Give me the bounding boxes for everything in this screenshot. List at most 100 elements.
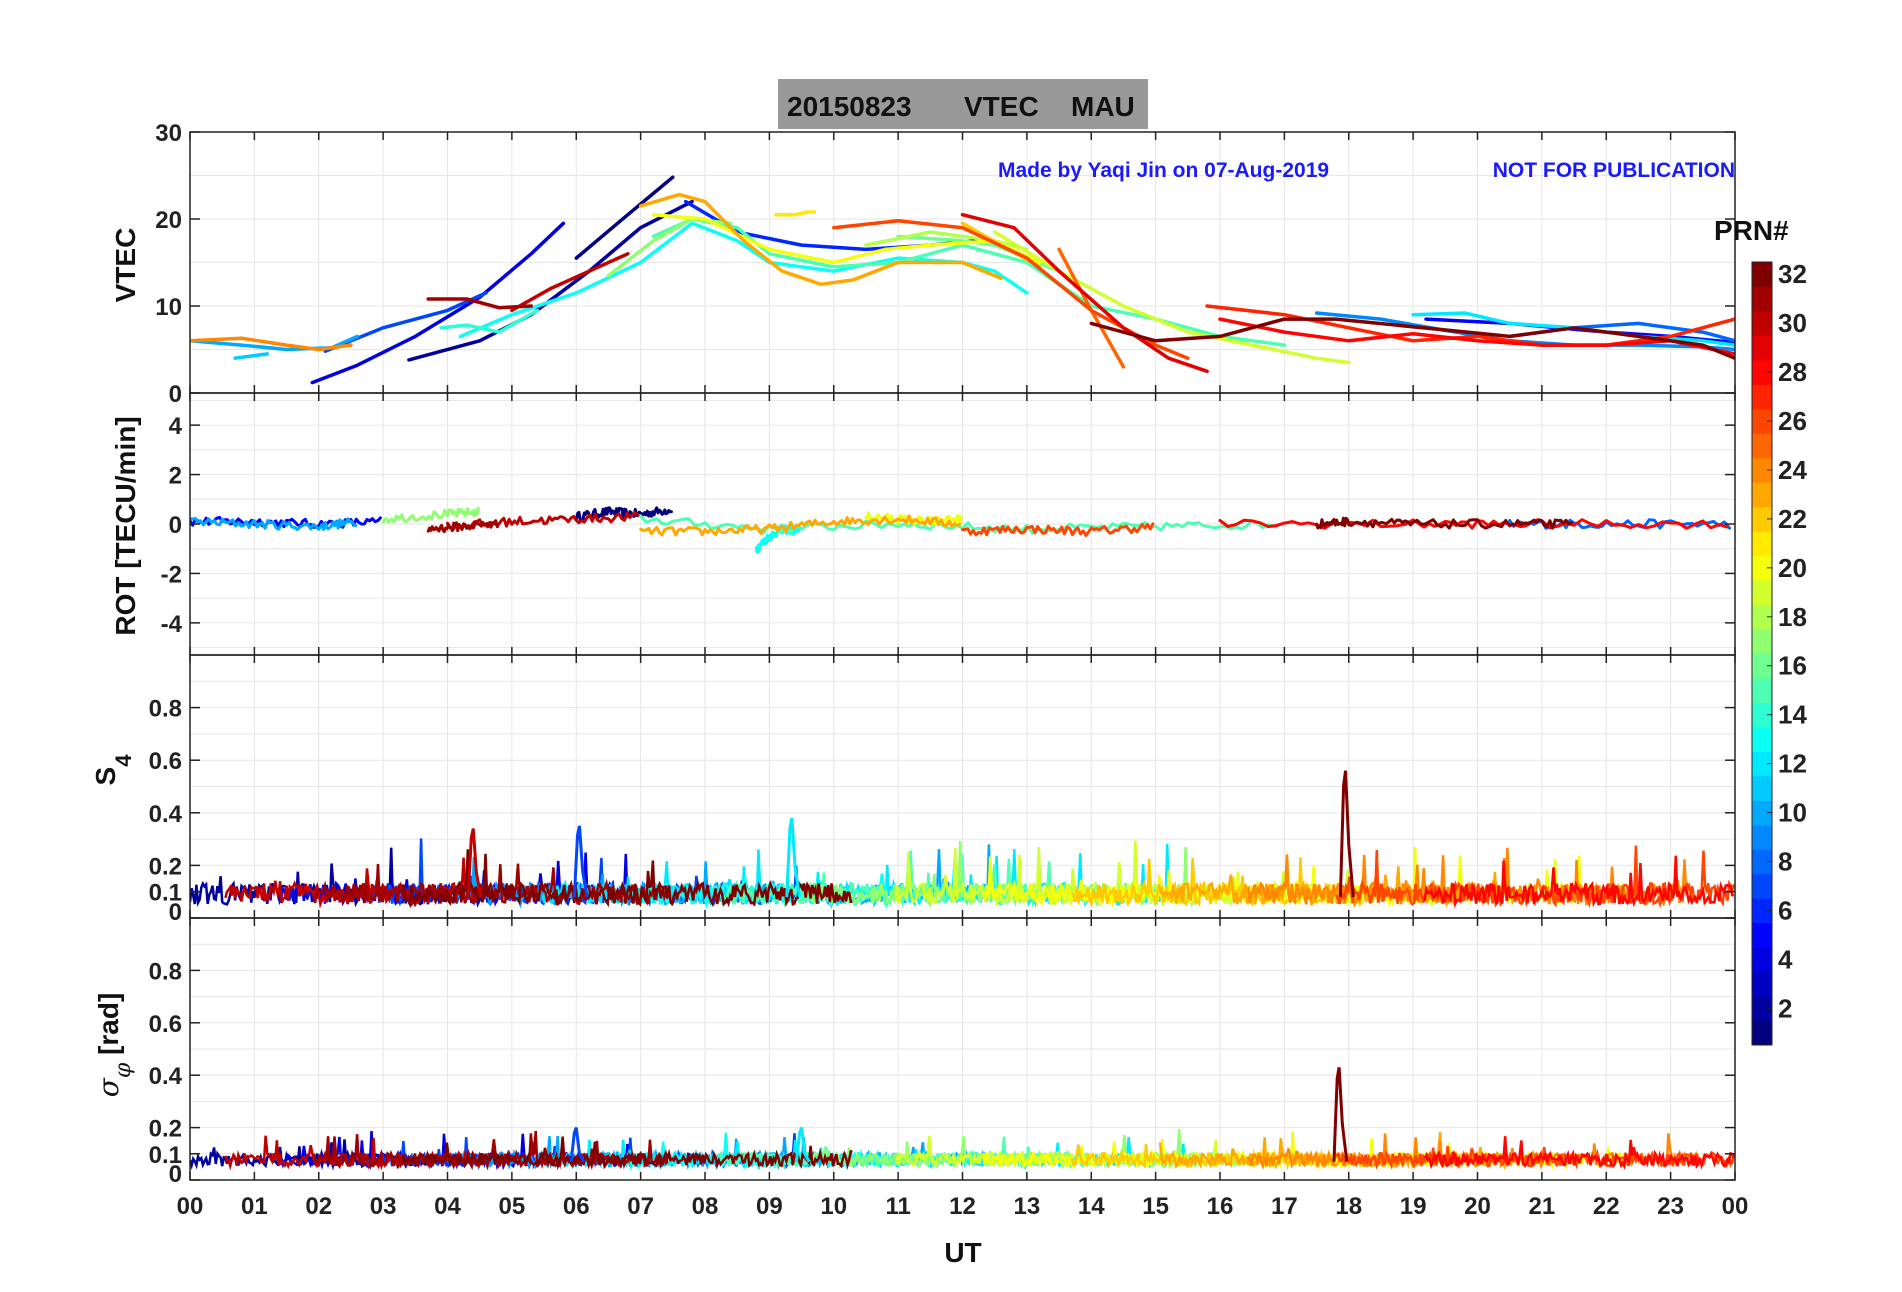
colorbar-tick-label: 22	[1778, 504, 1807, 534]
y-tick-label: 0.6	[149, 1011, 182, 1038]
y-tick-label: 20	[155, 207, 182, 234]
y-tick-label: 0.1	[149, 1142, 182, 1169]
data-series-group	[190, 175, 1735, 385]
y-tick-label: 0	[169, 512, 182, 539]
x-tick-label: 09	[756, 1193, 783, 1220]
series-line-prn-11	[233, 352, 270, 360]
colorbar-segment	[1752, 702, 1772, 728]
colorbar-segment	[1752, 359, 1772, 385]
title-param: VTEC	[964, 91, 1039, 122]
publication-notice: NOT FOR PUBLICATION	[1493, 159, 1735, 182]
peak-prn-32	[1338, 770, 1355, 898]
colorbar-segment	[1752, 580, 1772, 606]
colorbar-segment	[1752, 433, 1772, 459]
y-tick-label: -2	[161, 561, 182, 588]
noise-trace-prn-28	[1423, 1136, 1735, 1171]
series-line-prn-26	[832, 218, 1190, 360]
colorbar-segment	[1752, 873, 1772, 899]
peak-prn-7	[569, 1127, 586, 1163]
colorbar-segment	[1752, 286, 1772, 312]
y-tick-label: 0.1	[149, 880, 182, 907]
noise-trace-prn-32	[400, 849, 853, 909]
y-tick-label: 0.6	[149, 748, 182, 775]
series-line-prn-15	[639, 514, 1281, 535]
colorbar-tick-label: 24	[1778, 455, 1807, 485]
series-line-prn-29	[960, 212, 1209, 374]
colorbar-segment	[1752, 996, 1772, 1022]
series-line-prn-18	[864, 230, 1029, 252]
colorbar-tick-label: 18	[1778, 602, 1807, 632]
y-tick-label: 2	[169, 463, 182, 490]
colorbar-frame	[1751, 261, 1773, 1046]
x-tick-label: 11	[885, 1193, 910, 1220]
sigma-ylabel-phi: φ	[111, 1062, 136, 1078]
colorbar-tick-label: 2	[1778, 993, 1792, 1023]
series-line-prn-30	[446, 511, 640, 532]
colorbar-tick-label: 12	[1778, 749, 1807, 779]
noise-trace-prn-22	[1070, 857, 1331, 909]
colorbar-tick-label: 20	[1778, 553, 1807, 583]
x-tick-label: 08	[692, 1193, 719, 1220]
colorbar-segment	[1752, 262, 1772, 287]
series-line-prn-21	[774, 210, 817, 217]
colorbar-segment	[1752, 310, 1772, 336]
colorbar-segment	[1752, 629, 1772, 654]
x-tick-label: 18	[1335, 1193, 1362, 1220]
x-tick-label: 07	[627, 1193, 654, 1220]
y-tick-label: 0.4	[149, 801, 183, 828]
colorbar-segment	[1752, 335, 1772, 361]
data-series-group	[190, 1067, 1735, 1171]
colorbar-segment	[1752, 506, 1772, 532]
colorbar-tick-label: 4	[1778, 944, 1793, 974]
series-line-prn-1	[574, 506, 673, 522]
x-tick-label: 04	[434, 1193, 461, 1220]
colorbar-segment	[1752, 849, 1772, 875]
colorbar-segment	[1752, 384, 1772, 410]
series-line-prn-23	[639, 514, 962, 537]
colorbar-segment	[1752, 824, 1772, 850]
series-line-prn-10	[190, 516, 358, 532]
credit-text: Made by Yaqi Jin on 07-Aug-2019	[998, 159, 1329, 182]
colorbar-segment	[1752, 408, 1772, 434]
sigma-phi-ylabel: σφ [rad]	[92, 993, 136, 1098]
x-tick-label: 03	[370, 1193, 397, 1220]
x-tick-label: 19	[1400, 1193, 1427, 1220]
colorbar-segment	[1752, 604, 1772, 630]
colorbar-tick-label: 8	[1778, 846, 1792, 876]
x-tick-label: 00	[177, 1193, 204, 1220]
x-tick-labels: 00 01 02 03 04 05 06 07 08 09 10 11 12 13 14 15 16 17 18 19…	[177, 1193, 1749, 1220]
x-tick-label: 02	[305, 1193, 332, 1220]
colorbar-segment	[1752, 947, 1772, 973]
y-tick-label: 0.2	[149, 1116, 182, 1143]
x-tick-label: 16	[1207, 1193, 1234, 1220]
peak-prn-12	[785, 817, 802, 898]
y-tick-label: 0	[169, 381, 182, 408]
series-line-prn-24	[190, 336, 353, 352]
colorbar-segment	[1752, 751, 1772, 777]
x-tick-label: 00	[1722, 1193, 1749, 1220]
peak-prn-30	[466, 828, 483, 898]
colorbar-segment	[1752, 677, 1772, 703]
x-tick-label: 20	[1464, 1193, 1491, 1220]
x-tick-label: 23	[1657, 1193, 1684, 1220]
x-tick-label: 17	[1271, 1193, 1298, 1220]
colorbar-segment	[1752, 922, 1772, 948]
title-date: 20150823	[787, 91, 912, 122]
series-line-prn-31	[426, 519, 499, 534]
series-line-prn-30	[510, 252, 630, 313]
s4-panel: 00.10.2 0.4 0.6 0.8	[149, 654, 1736, 926]
y-tick-label: 0	[169, 1161, 182, 1188]
peak-prn-12	[794, 1127, 811, 1163]
x-tick-label: 13	[1014, 1193, 1041, 1220]
y-tick-label: 0.2	[149, 853, 182, 880]
noise-trace-prn-32	[400, 1136, 853, 1171]
colorbar-segment	[1752, 898, 1772, 924]
s4-ylabel: S4	[90, 754, 136, 786]
y-tick-label: 0	[169, 899, 182, 926]
colorbar-tick-label: 14	[1778, 700, 1807, 730]
colorbar-tick-label: 26	[1778, 406, 1807, 436]
series-line-prn-23	[638, 192, 1003, 287]
series-line-prn-32	[1315, 516, 1573, 530]
series-line-prn-2	[407, 199, 694, 362]
